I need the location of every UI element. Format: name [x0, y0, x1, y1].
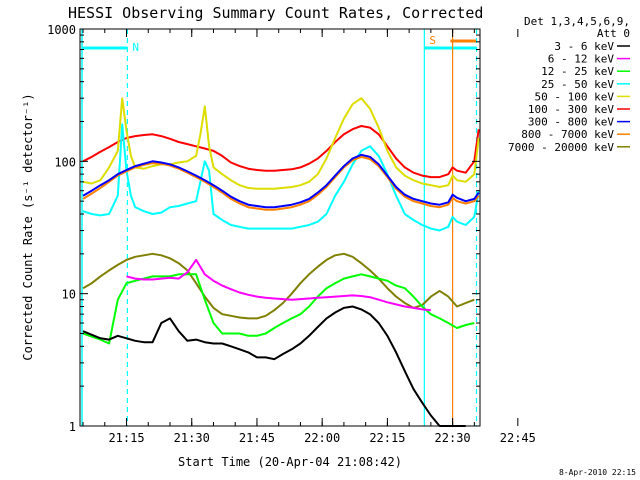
y-axis-label: Corrected Count Rate (s⁻¹ detector⁻¹)	[21, 93, 35, 360]
night-label: N	[132, 41, 139, 54]
chart-title: HESSI Observing Summary Count Rates, Cor…	[68, 4, 483, 22]
x-tick-label: 21:15	[108, 431, 144, 445]
legend-label: 25 - 50 keV	[541, 78, 614, 91]
series-line	[82, 305, 466, 427]
legend-label: 100 - 300 keV	[528, 103, 614, 116]
series-line	[82, 153, 480, 209]
y-tick-label: 1000	[47, 23, 76, 37]
x-axis-label: Start Time (20-Apr-04 21:08:42)	[178, 455, 402, 469]
legend-label: 12 - 25 keV	[541, 65, 614, 78]
plot-frame	[79, 28, 481, 427]
legend-label: 300 - 800 keV	[528, 116, 614, 129]
x-tick-label: 21:30	[174, 431, 210, 445]
plot-area: NS	[81, 29, 480, 427]
y-tick-label: 10	[62, 288, 76, 302]
x-tick-label: 22:30	[435, 431, 471, 445]
legend-label: 6 - 12 keV	[548, 53, 615, 66]
series-line	[82, 97, 480, 190]
series-line	[126, 258, 431, 312]
x-tick-label: 21:45	[239, 431, 275, 445]
legend-header-line-2: Att 0	[597, 27, 630, 40]
legend-label: 7000 - 20000 keV	[508, 141, 614, 154]
x-tick-label: 22:15	[369, 431, 405, 445]
series-line	[82, 252, 475, 320]
series-line	[82, 155, 480, 211]
series-line	[82, 125, 480, 179]
legend-label: 50 - 100 keV	[535, 90, 615, 103]
legend-label: 800 - 7000 keV	[521, 128, 614, 141]
legend-label: 3 - 6 keV	[554, 40, 614, 53]
x-tick-label: 22:00	[304, 431, 340, 445]
series-line	[82, 123, 480, 232]
y-tick-label: 1	[69, 420, 76, 434]
footer-date: 8-Apr-2010 22:15	[559, 468, 636, 477]
y-tick-label: 100	[54, 155, 76, 169]
saa-label: S	[429, 34, 436, 47]
series-line	[82, 273, 475, 345]
x-tick-label: 22:45	[500, 431, 536, 445]
legend-header-line-1: Det 1,3,4,5,6,9,	[524, 15, 630, 28]
